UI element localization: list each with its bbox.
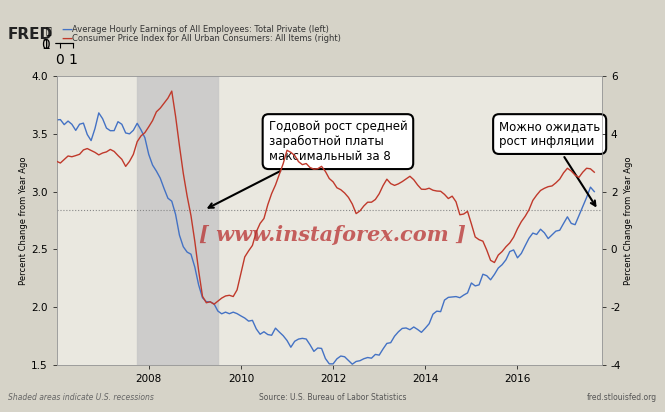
Text: —: — [61,25,72,35]
Y-axis label: Percent Change from Year Ago: Percent Change from Year Ago [19,156,28,285]
Text: Average Hourly Earnings of All Employees: Total Private (left): Average Hourly Earnings of All Employees… [72,25,329,34]
Text: fred.stlouisfed.org: fred.stlouisfed.org [587,393,657,403]
Y-axis label: Percent Change from Year Ago: Percent Change from Year Ago [624,156,633,285]
Text: Можно ожидать
рост инфляции: Можно ожидать рост инфляции [499,120,600,206]
Text: Consumer Price Index for All Urban Consumers: All Items (right): Consumer Price Index for All Urban Consu… [72,34,340,43]
Text: Source: U.S. Bureau of Labor Statistics: Source: U.S. Bureau of Labor Statistics [259,393,406,403]
Text: 📈: 📈 [45,25,51,35]
Text: Годовой рост средней
заработной платы
максимальный за 8: Годовой рост средней заработной платы ма… [209,120,407,208]
Bar [137,76,218,365]
Text: FRED: FRED [8,27,53,42]
Text: Shaded areas indicate U.S. recessions: Shaded areas indicate U.S. recessions [8,393,154,403]
Text: [ www.instaforex.com ]: [ www.instaforex.com ] [199,225,466,245]
Text: —: — [61,34,72,44]
